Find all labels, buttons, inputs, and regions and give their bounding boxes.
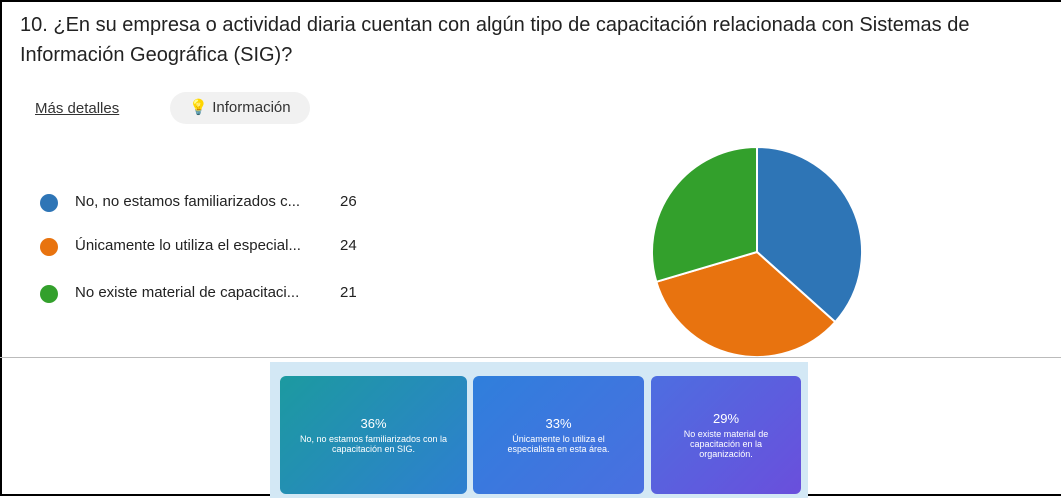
- legend-value: 24: [340, 237, 357, 254]
- card-percent: 29%: [712, 411, 740, 426]
- card-percent: 36%: [360, 416, 387, 431]
- pie-slice: [756, 145, 863, 324]
- legend-label: No existe material de capacitaci...: [75, 284, 300, 301]
- legend-dot: [40, 285, 58, 303]
- card-percent: 33%: [545, 416, 572, 431]
- legend-value: 26: [340, 193, 357, 210]
- card-text: Únicamente lo utiliza el especialista en…: [507, 434, 610, 454]
- legend-dot: [40, 238, 58, 256]
- legend-label: Únicamente lo utiliza el especial...: [75, 237, 301, 254]
- legend-label: No, no estamos familiarizados c...: [75, 193, 301, 210]
- card-text: No, no estamos familiarizados con la cap…: [299, 434, 448, 454]
- more-details-link[interactable]: Más detalles: [35, 100, 120, 117]
- pie-chart: [651, 145, 863, 357]
- card-text: No existe material de capacitación en la…: [683, 429, 769, 459]
- separator: [0, 357, 1061, 358]
- legend-value: 21: [340, 284, 357, 301]
- question: 10. ¿En su empresa o actividad diaria cu…: [20, 14, 970, 36]
- info-label: Información: [212, 99, 291, 116]
- card: 29% No existe material de capacitación en…: [651, 376, 801, 494]
- question: Información Geográfica (SIG)?: [20, 44, 293, 66]
- legend-dot: [40, 194, 58, 212]
- card: 33% Únicamente lo utiliza el especialista…: [473, 376, 644, 494]
- card: 36% No, no estamos familiarizados con la …: [280, 376, 467, 494]
- info-button[interactable]: 💡 Información: [170, 92, 310, 124]
- cards: 36% No, no estamos familiarizados con la …: [270, 362, 808, 498]
- pie-slice: [655, 250, 837, 357]
- pie-slice: [651, 145, 758, 284]
